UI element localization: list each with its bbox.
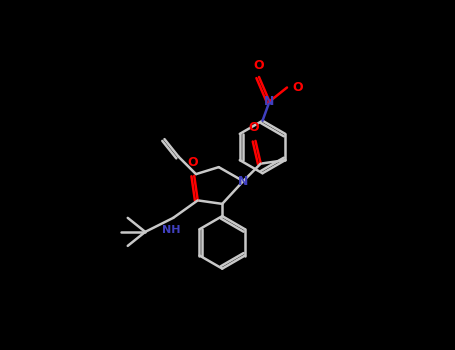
Text: N: N	[264, 95, 275, 108]
Text: O: O	[292, 81, 303, 94]
Text: O: O	[248, 121, 259, 134]
Text: N: N	[238, 175, 248, 188]
Text: O: O	[187, 156, 198, 169]
Text: O: O	[254, 59, 264, 72]
Text: NH: NH	[162, 225, 181, 235]
